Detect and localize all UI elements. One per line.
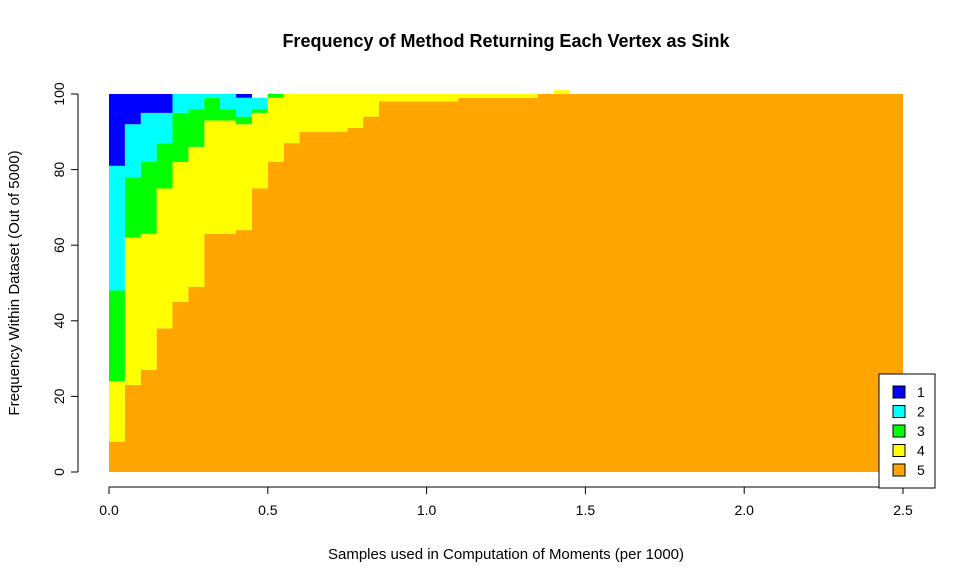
legend-swatch-4 <box>892 444 906 457</box>
chart-title: Frequency of Method Returning Each Verte… <box>282 31 730 51</box>
x-tick-label: 0.5 <box>258 502 278 518</box>
x-tick-label: 1.5 <box>576 502 596 518</box>
series-band-5 <box>109 94 903 472</box>
legend-swatch-2 <box>892 405 906 418</box>
x-tick-label: 0.0 <box>99 502 119 518</box>
y-tick-label: 0 <box>51 468 67 476</box>
legend-label-1: 1 <box>917 384 925 400</box>
y-tick-label: 40 <box>51 313 67 329</box>
x-tick-label: 2.5 <box>893 502 913 518</box>
plot-area <box>109 90 903 472</box>
y-tick-label: 60 <box>51 237 67 253</box>
legend-label-5: 5 <box>917 462 925 478</box>
x-axis-label: Samples used in Computation of Moments (… <box>328 546 684 563</box>
legend-swatch-5 <box>892 463 906 477</box>
legend-swatch-3 <box>892 424 906 438</box>
x-tick-label: 2.0 <box>734 502 754 518</box>
y-tick-label: 100 <box>51 82 67 106</box>
x-axis: 0.0 0.5 1.0 1.5 2.0 2.5 <box>99 486 913 518</box>
y-tick-label: 20 <box>51 388 67 404</box>
legend-swatch-1 <box>892 385 906 399</box>
legend-box <box>878 373 936 489</box>
y-tick-label: 80 <box>51 162 67 178</box>
legend: 1 2 3 4 5 <box>878 373 936 489</box>
series-band-2 <box>109 90 903 291</box>
y-axis: 0 20 40 60 80 100 <box>51 82 79 476</box>
y-axis-label: Frequency Within Dataset (Out of 5000) <box>6 150 23 415</box>
series-band-3 <box>109 90 903 382</box>
legend-label-4: 4 <box>917 443 925 459</box>
x-tick-label: 1.0 <box>417 502 437 518</box>
legend-label-3: 3 <box>917 423 925 439</box>
legend-label-2: 2 <box>917 404 925 420</box>
